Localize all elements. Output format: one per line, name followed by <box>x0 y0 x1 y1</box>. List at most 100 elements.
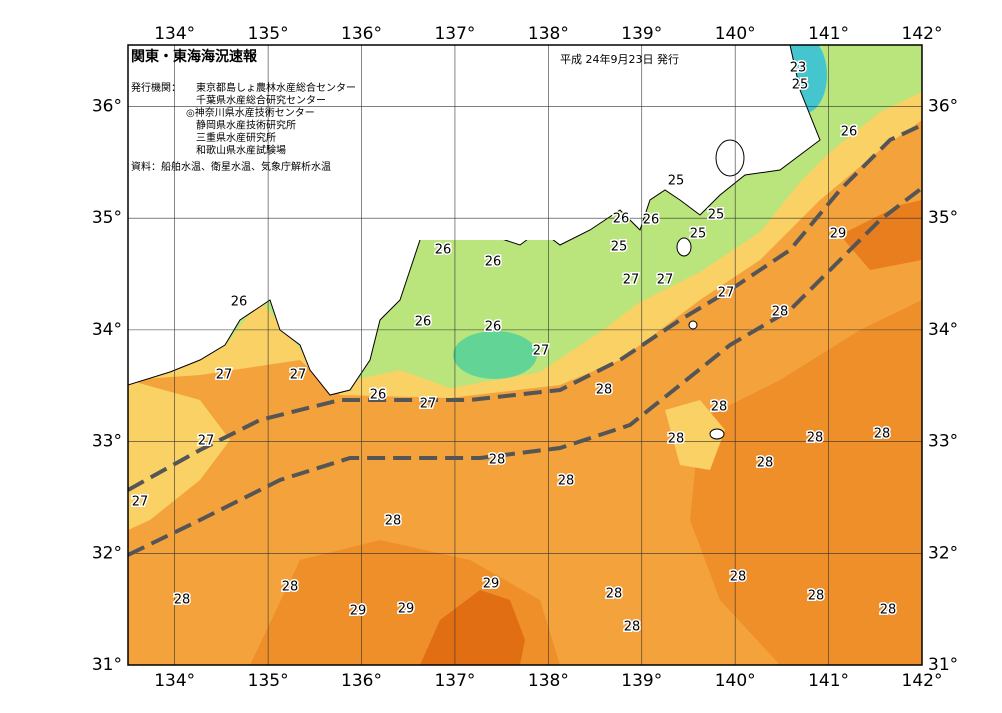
contour-label: 28 <box>711 400 728 415</box>
contour-label: 28 <box>489 453 506 468</box>
contour-label: 28 <box>874 427 891 442</box>
contour-label: 25 <box>690 227 707 242</box>
x-tick-label: 142° <box>902 671 943 691</box>
y-tick-label: 35° <box>92 208 122 228</box>
x-tick-label: 136° <box>341 24 382 44</box>
contour-label: 25 <box>792 78 809 93</box>
x-tick-label: 140° <box>715 671 756 691</box>
island <box>709 428 725 440</box>
contour-label: 25 <box>668 174 685 189</box>
x-tick-label: 138° <box>528 24 569 44</box>
sources: 資料：船舶水温、衛星水温、気象庁解析水温 <box>131 160 331 173</box>
x-tick-label: 140° <box>715 24 756 44</box>
contour-label: 28 <box>174 593 191 608</box>
contour-label: 26 <box>613 212 630 227</box>
sea-27 <box>128 380 230 530</box>
x-tick-label: 141° <box>808 24 849 44</box>
land <box>128 45 568 240</box>
contour-label: 28 <box>772 305 789 320</box>
y-tick-label: 34° <box>928 320 958 340</box>
contour-label: 26 <box>415 315 432 330</box>
issuer: 静岡県水産技術研究所 <box>196 119 296 132</box>
x-tick-label: 134° <box>154 671 195 691</box>
contour-label: 26 <box>231 295 248 310</box>
y-tick-label: 31° <box>92 655 122 675</box>
issuer-heading: 発行機関： <box>131 81 181 94</box>
x-tick-label: 135° <box>248 24 289 44</box>
sea-27 <box>665 400 725 470</box>
contour-label: 27 <box>216 368 233 383</box>
x-tick-label: 139° <box>621 24 662 44</box>
contour-label: 29 <box>398 602 415 617</box>
contour-label: 28 <box>558 474 575 489</box>
contour-label: 28 <box>880 603 897 618</box>
x-tick-label: 141° <box>808 671 849 691</box>
contour-label: 25 <box>611 240 628 255</box>
contour-label: 26 <box>643 213 660 228</box>
sea-30 <box>420 590 525 665</box>
contour-label: 29 <box>483 577 500 592</box>
sea-29 <box>840 200 922 270</box>
contour-label: 28 <box>385 514 402 529</box>
contour-label: 28 <box>596 383 613 398</box>
issuer: 三重県水産研究所 <box>196 131 276 144</box>
issuer: 千葉県水産総合研究センター <box>196 94 326 107</box>
issuer: 和歌山県水産試験場 <box>196 144 286 157</box>
contour-label: 28 <box>757 456 774 471</box>
contour-label: 27 <box>132 495 149 510</box>
contour-label: 28 <box>730 570 747 585</box>
contour-label: 28 <box>282 580 299 595</box>
contour-label: 27 <box>198 434 215 449</box>
y-tick-label: 36° <box>928 96 958 116</box>
x-tick-label: 136° <box>341 671 382 691</box>
y-tick-label: 34° <box>92 320 122 340</box>
x-tick-label: 142° <box>902 24 943 44</box>
contour-label: 26 <box>370 388 387 403</box>
island <box>676 237 692 257</box>
contour-label: 29 <box>830 227 847 242</box>
grid <box>128 45 922 665</box>
contour-label: 27 <box>657 273 674 288</box>
island <box>688 320 698 330</box>
x-tick-label: 137° <box>434 24 475 44</box>
contour-label: 28 <box>606 587 623 602</box>
date: 平成 24年9月23日 発行 <box>560 52 679 66</box>
y-tick-label: 31° <box>928 655 958 675</box>
contour-label: 28 <box>624 620 641 635</box>
issuers: 東京都島しょ農林水産総合センター千葉県水産総合研究センター◎神奈川県水産技術セン… <box>186 81 356 157</box>
current-boundary <box>128 186 922 557</box>
contour-label: 26 <box>841 125 858 140</box>
y-tick-label: 32° <box>928 543 958 563</box>
contour-label: 23 <box>790 61 807 76</box>
sea-25 <box>453 331 537 379</box>
x-tick-label: 139° <box>621 671 662 691</box>
contour-label: 27 <box>420 397 437 412</box>
contour-label: 28 <box>807 431 824 446</box>
y-tick-label: 32° <box>92 543 122 563</box>
contour-label: 27 <box>290 368 307 383</box>
contour-label: 27 <box>533 344 550 359</box>
y-tick-label: 36° <box>92 96 122 116</box>
contour-label: 26 <box>485 320 502 335</box>
contour-label: 27 <box>623 273 640 288</box>
frame <box>127 44 923 666</box>
island <box>715 139 745 177</box>
y-tick-label: 33° <box>92 432 122 452</box>
contour-label: 26 <box>435 243 452 258</box>
title: 関東・東海海況速報 <box>131 48 258 65</box>
y-tick-label: 33° <box>928 432 958 452</box>
contour-label: 25 <box>708 208 725 223</box>
x-tick-label: 134° <box>154 24 195 44</box>
issuer: ◎神奈川県水産技術センター <box>186 106 315 119</box>
contour-label: 27 <box>718 286 735 301</box>
contour-label: 28 <box>668 432 685 447</box>
x-tick-label: 137° <box>434 671 475 691</box>
issuer: 東京都島しょ農林水産総合センター <box>196 81 356 94</box>
sea-29 <box>690 300 922 665</box>
contour-label: 26 <box>485 255 502 270</box>
y-tick-label: 35° <box>928 208 958 228</box>
contour-label: 28 <box>808 589 825 604</box>
